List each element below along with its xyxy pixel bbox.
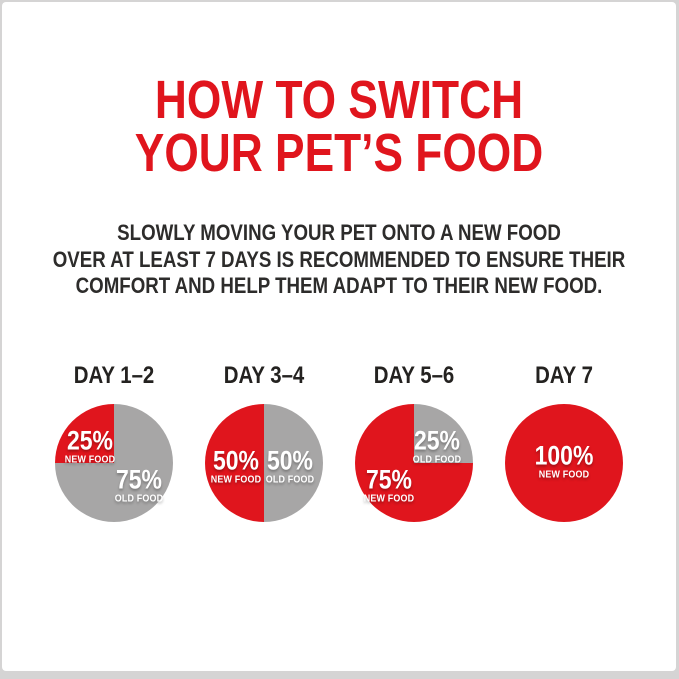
title-line-2: YOUR PET’S FOOD bbox=[134, 123, 544, 183]
pie-group-day-3-4: DAY 3–4 50% NEW FOOD 50% OLD FOOD bbox=[205, 361, 323, 522]
slice-percent: 25% bbox=[67, 425, 113, 455]
intro-text: SLOWLY MOVING YOUR PET ONTO A NEW FOOD O… bbox=[53, 220, 626, 300]
pie-chart-day-3-4: 50% NEW FOOD 50% OLD FOOD bbox=[205, 403, 323, 522]
pie-chart-row: DAY 1–2 25% NEW FOOD 75% OLD FOOD DAY 3–… bbox=[2, 361, 676, 522]
intro-line-2: OVER AT LEAST 7 DAYS IS RECOMMENDED TO E… bbox=[52, 246, 626, 272]
slice-percent: 25% bbox=[414, 425, 460, 455]
page-title: HOW TO SWITCH YOUR PET’S FOOD bbox=[63, 70, 616, 183]
slice-category: NEW FOOD bbox=[538, 468, 590, 480]
slice-percent: 50% bbox=[267, 445, 313, 475]
slice-percent: 50% bbox=[213, 445, 259, 475]
slice-category: NEW FOOD bbox=[210, 473, 262, 485]
slice-label-new-food: 75% NEW FOOD bbox=[363, 464, 415, 505]
slice-percent: 75% bbox=[366, 464, 412, 494]
slice-label-new-food: 25% NEW FOOD bbox=[64, 425, 116, 466]
title-line-1: HOW TO SWITCH bbox=[154, 70, 524, 130]
pie-group-day-7: DAY 7 100% NEW FOOD bbox=[505, 361, 623, 522]
intro-line-3: COMFORT AND HELP THEM ADAPT TO THEIR NEW… bbox=[75, 273, 603, 298]
slice-category: NEW FOOD bbox=[64, 453, 116, 465]
infographic-card: HOW TO SWITCH YOUR PET’S FOOD SLOWLY MOV… bbox=[2, 2, 676, 671]
pie-group-day-5-6: DAY 5–6 25% OLD FOOD 75% NEW FOOD bbox=[355, 361, 473, 522]
slice-percent: 75% bbox=[116, 464, 162, 494]
slice-category: OLD FOOD bbox=[265, 473, 315, 485]
intro-line-1: SLOWLY MOVING YOUR PET ONTO A NEW FOOD bbox=[117, 220, 561, 245]
slice-label-old-food: 75% OLD FOOD bbox=[114, 464, 164, 505]
pie-chart-day-1-2: 25% NEW FOOD 75% OLD FOOD bbox=[55, 403, 173, 522]
slice-label-old-food: 50% OLD FOOD bbox=[265, 445, 315, 486]
slice-category: OLD FOOD bbox=[412, 453, 462, 465]
day-label-day-5-6: DAY 5–6 bbox=[373, 361, 455, 389]
slice-category: NEW FOOD bbox=[363, 492, 415, 504]
pie-chart-day-5-6: 25% OLD FOOD 75% NEW FOOD bbox=[355, 403, 473, 522]
slice-percent: 100% bbox=[534, 440, 594, 470]
day-label-day-7: DAY 7 bbox=[535, 361, 593, 389]
slice-label-old-food: 25% OLD FOOD bbox=[412, 425, 462, 466]
slice-category: OLD FOOD bbox=[114, 492, 164, 504]
pie-chart-day-7: 100% NEW FOOD bbox=[505, 403, 623, 522]
day-label-day-1-2: DAY 1–2 bbox=[73, 361, 155, 389]
day-label-day-3-4: DAY 3–4 bbox=[223, 361, 305, 389]
pie-group-day-1-2: DAY 1–2 25% NEW FOOD 75% OLD FOOD bbox=[55, 361, 173, 522]
slice-label-new-food: 50% NEW FOOD bbox=[210, 445, 262, 486]
slice-label-new-food: 100% NEW FOOD bbox=[534, 440, 594, 481]
